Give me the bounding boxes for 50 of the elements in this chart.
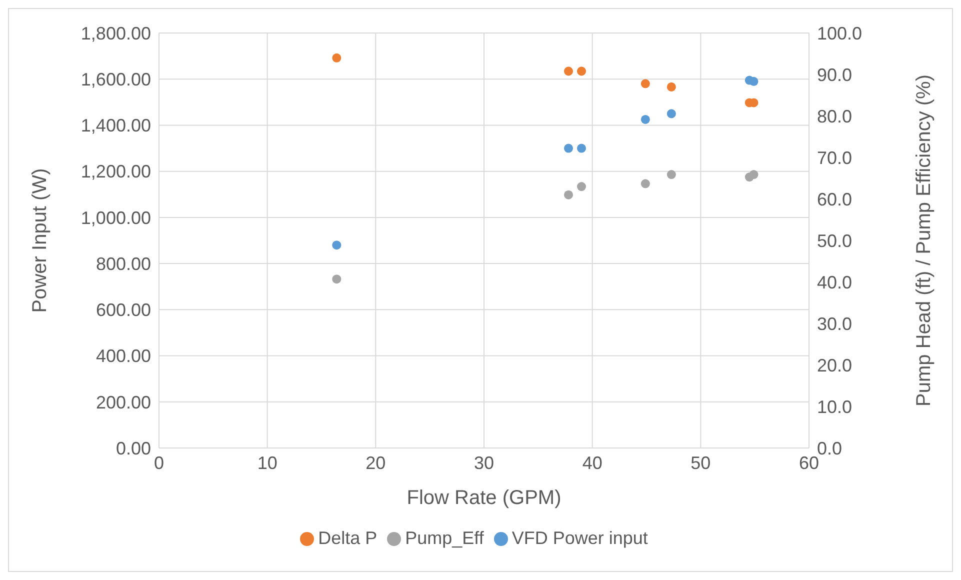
y-tick-label: 1,400.00 — [80, 116, 151, 136]
point — [332, 53, 342, 62]
point — [576, 182, 586, 192]
y-tick-label: 1,200.00 — [80, 162, 151, 182]
point — [564, 144, 574, 153]
y2-tick-label: 0.0 — [817, 438, 842, 458]
y-tick-label: 600.00 — [96, 300, 151, 320]
point — [332, 240, 342, 250]
legend-label: Pump_Eff — [405, 528, 484, 548]
y2-tick-label: 20.0 — [817, 355, 852, 376]
x-tick-label: 60 — [798, 452, 820, 473]
y2-tick-label: 70.0 — [817, 148, 852, 168]
y2-tick-label: 90.0 — [817, 64, 852, 85]
x-tick-label: 0 — [154, 452, 164, 473]
x-tick-label: 50 — [690, 452, 711, 473]
x-axis-title: Flow Rate (GPM) — [406, 487, 562, 509]
point — [666, 82, 676, 92]
legend-label: VFD Power input — [512, 528, 648, 548]
point — [749, 170, 758, 180]
point — [564, 190, 574, 200]
y-tick-label: 400.00 — [96, 346, 151, 366]
y2-tick-label: 40.0 — [817, 272, 852, 292]
y2-tick-label: 60.0 — [817, 189, 852, 210]
point — [666, 109, 676, 118]
x-tick-label: 20 — [366, 452, 386, 473]
y-tick-label: 1,600.00 — [80, 70, 151, 90]
y-tick-label: 1,000.00 — [80, 208, 151, 228]
y2-tick-label: 10.0 — [817, 396, 852, 417]
y2-tick-label: 80.0 — [817, 106, 852, 126]
y-tick-label: 1,800.00 — [80, 23, 151, 44]
point — [332, 274, 342, 284]
point — [640, 179, 650, 188]
x-tick-label: 30 — [474, 452, 494, 473]
point — [640, 79, 650, 88]
x-tick-label: 10 — [257, 452, 278, 473]
point — [640, 114, 650, 124]
y-axis-title: Power Input (W) — [29, 168, 52, 313]
point — [576, 66, 586, 76]
y-tick-label: 200.00 — [96, 392, 151, 412]
y2-tick-label: 100.0 — [817, 23, 862, 44]
point — [576, 144, 586, 153]
y2-tick-label: 50.0 — [817, 230, 852, 251]
legend-label: Delta P — [318, 528, 378, 548]
y-tick-label: 0.00 — [116, 438, 151, 458]
y2-tick-label: 30.0 — [817, 314, 852, 334]
point — [564, 66, 574, 76]
y-tick-label: 800.00 — [96, 254, 151, 274]
y2-axis-title: Pump Head (ft) / Pump Efficiency (%) — [913, 74, 936, 406]
point — [666, 170, 676, 180]
x-tick-label: 40 — [582, 452, 602, 473]
